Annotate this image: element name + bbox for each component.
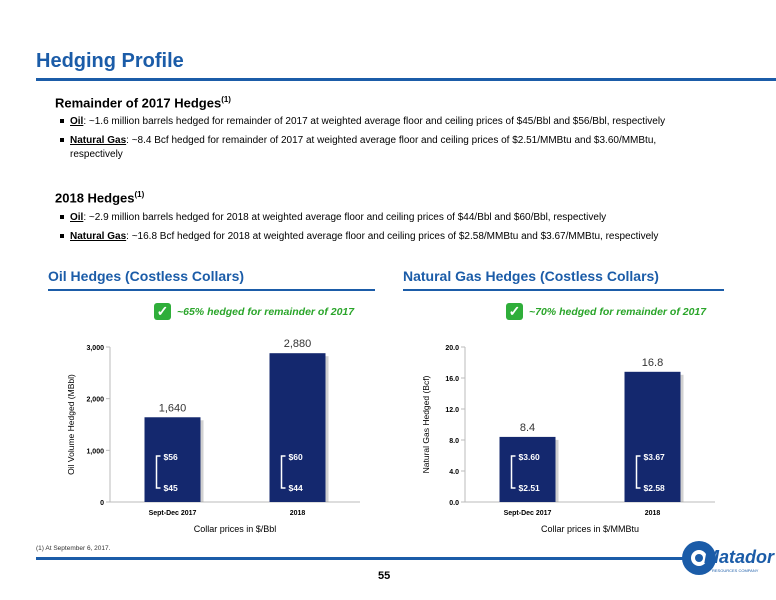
oil-chart-y-tick-label: 1,000 (86, 448, 104, 455)
gas-chart-bar (624, 371, 681, 502)
gas-chart-floor-label: $2.58 (644, 483, 666, 493)
gas-chart-floor-label: $2.51 (519, 483, 541, 493)
oil-chart-floor-label: $45 (164, 483, 178, 493)
gas-chart-y-tick-label: 0.0 (449, 500, 459, 507)
bullet-square-icon (60, 119, 64, 124)
gas-chart-category-label: Sept-Dec 2017 (504, 510, 552, 517)
gas-chart-y-tick-label: 4.0 (449, 469, 459, 476)
page-number: 55 (378, 570, 391, 582)
gas-chart-ceiling-label: $3.60 (519, 452, 541, 462)
bullet-2018-gas-label: Natural Gas (70, 231, 127, 242)
bullet-2017-oil-text: : ~1.6 million barrels hedged for remain… (83, 116, 666, 127)
gas-chart-y-tick-label: 16.0 (445, 376, 459, 383)
oil-chart-value-label: 1,640 (159, 402, 187, 414)
bullet-2017-gas-text: : ~8.4 Bcf hedged for remainder of 2017 … (126, 135, 657, 146)
oil-chart-category-label: 2018 (290, 510, 306, 517)
gas-chart-title: Natural Gas Hedges (Costless Collars) (403, 268, 659, 284)
footer-divider (36, 557, 686, 560)
oil-chart-y-axis-label: Oil Volume Hedged (MBbl) (66, 374, 76, 475)
gas-chart-collar-bracket (510, 455, 516, 489)
oil-chart-bar (269, 353, 326, 502)
oil-chart-category-label: Sept-Dec 2017 (149, 510, 197, 517)
logo-subtext: RESOURCES COMPANY (712, 568, 759, 573)
oil-hedged-note: ~65% hedged for remainder of 2017 (177, 306, 355, 318)
gas-chart-bar (499, 436, 556, 502)
bullet-square-icon (60, 138, 64, 143)
bullet-2018-oil: Oil: ~2.9 million barrels hedged for 201… (60, 211, 730, 225)
section-2018-heading: 2018 Hedges(1) (55, 190, 144, 205)
section-2017-heading-text: Remainder of 2017 Hedges (55, 95, 222, 111)
matador-logo: Matador RESOURCES COMPANY (682, 541, 775, 575)
bullet-2018-oil-label: Oil (70, 212, 84, 223)
gas-hedged-note: ~70% hedged for remainder of 2017 (529, 306, 707, 318)
gas-hedges-chart: 0.0 4.0 8.0 12.0 16.0 20.0 8.4 Sept-Dec 2017 $3.… (421, 345, 715, 534)
bullet-2017-oil-label: Oil (70, 116, 84, 127)
gas-chart-collar-bracket (635, 455, 641, 489)
oil-chart-collar-bracket (155, 455, 161, 489)
oil-chart-y-tick-label: 3,000 (86, 345, 104, 352)
bullet-square-icon (60, 234, 64, 239)
section-2017-heading: Remainder of 2017 Hedges(1) (55, 95, 231, 110)
gas-chart-y-tick-label: 8.0 (449, 438, 459, 445)
gas-chart-value-label: 16.8 (642, 357, 663, 369)
oil-chart-divider (48, 289, 375, 291)
title-divider (36, 78, 776, 81)
oil-chart-x-axis-label: Collar prices in $/Bbl (194, 524, 277, 534)
section-2017-footnote-ref: (1) (221, 95, 231, 104)
page-title: Hedging Profile (36, 50, 184, 72)
bullet-2018-oil-text: : ~2.9 million barrels hedged for 2018 a… (83, 212, 607, 223)
oil-chart-ceiling-label: $60 (289, 452, 303, 462)
oil-hedges-chart: 0 1,000 2,000 3,000 1,640 Sept-Dec 2017 $56 $45… (66, 338, 360, 534)
bullet-2017-gas-text-cont: respectively (70, 149, 123, 160)
bullet-2018-gas: Natural Gas: ~16.8 Bcf hedged for 2018 a… (60, 230, 730, 244)
gas-chart-y-tick-label: 20.0 (445, 345, 459, 352)
footnote: (1) At September 6, 2017. (36, 545, 111, 552)
oil-chart-y-tick-label: 2,000 (86, 397, 104, 404)
oil-chart-ceiling-label: $56 (164, 452, 178, 462)
oil-chart-y-tick-label: 0 (100, 500, 104, 507)
gas-chart-x-axis-label: Collar prices in $/MMBtu (541, 524, 639, 534)
oil-chart-collar-bracket (280, 455, 286, 489)
bullet-2017-gas-label: Natural Gas (70, 135, 127, 146)
checkmark-icon: ✓ (506, 303, 523, 320)
gas-chart-divider (403, 289, 724, 291)
bullet-2017-oil: Oil: ~1.6 million barrels hedged for rem… (60, 115, 730, 129)
oil-chart-title: Oil Hedges (Costless Collars) (48, 268, 245, 284)
gas-chart-y-tick-label: 12.0 (445, 407, 459, 414)
gas-chart-value-label: 8.4 (520, 422, 535, 434)
gas-chart-category-label: 2018 (645, 510, 661, 517)
gas-chart-y-axis-label: Natural Gas Hedged (Bcf) (421, 375, 431, 473)
section-2018-heading-text: 2018 Hedges (55, 190, 135, 206)
oil-chart-value-label: 2,880 (284, 338, 312, 350)
oil-chart-bar (144, 417, 201, 502)
bullet-2017-gas: Natural Gas: ~8.4 Bcf hedged for remaind… (60, 134, 730, 162)
section-2018-footnote-ref: (1) (134, 190, 145, 199)
bullet-square-icon (60, 215, 64, 220)
oil-chart-floor-label: $44 (289, 483, 303, 493)
bullet-2018-gas-text: : ~16.8 Bcf hedged for 2018 at weighted … (126, 231, 659, 242)
checkmark-icon: ✓ (154, 303, 171, 320)
gas-chart-ceiling-label: $3.67 (644, 452, 666, 462)
logo-text: Matador (704, 547, 775, 567)
